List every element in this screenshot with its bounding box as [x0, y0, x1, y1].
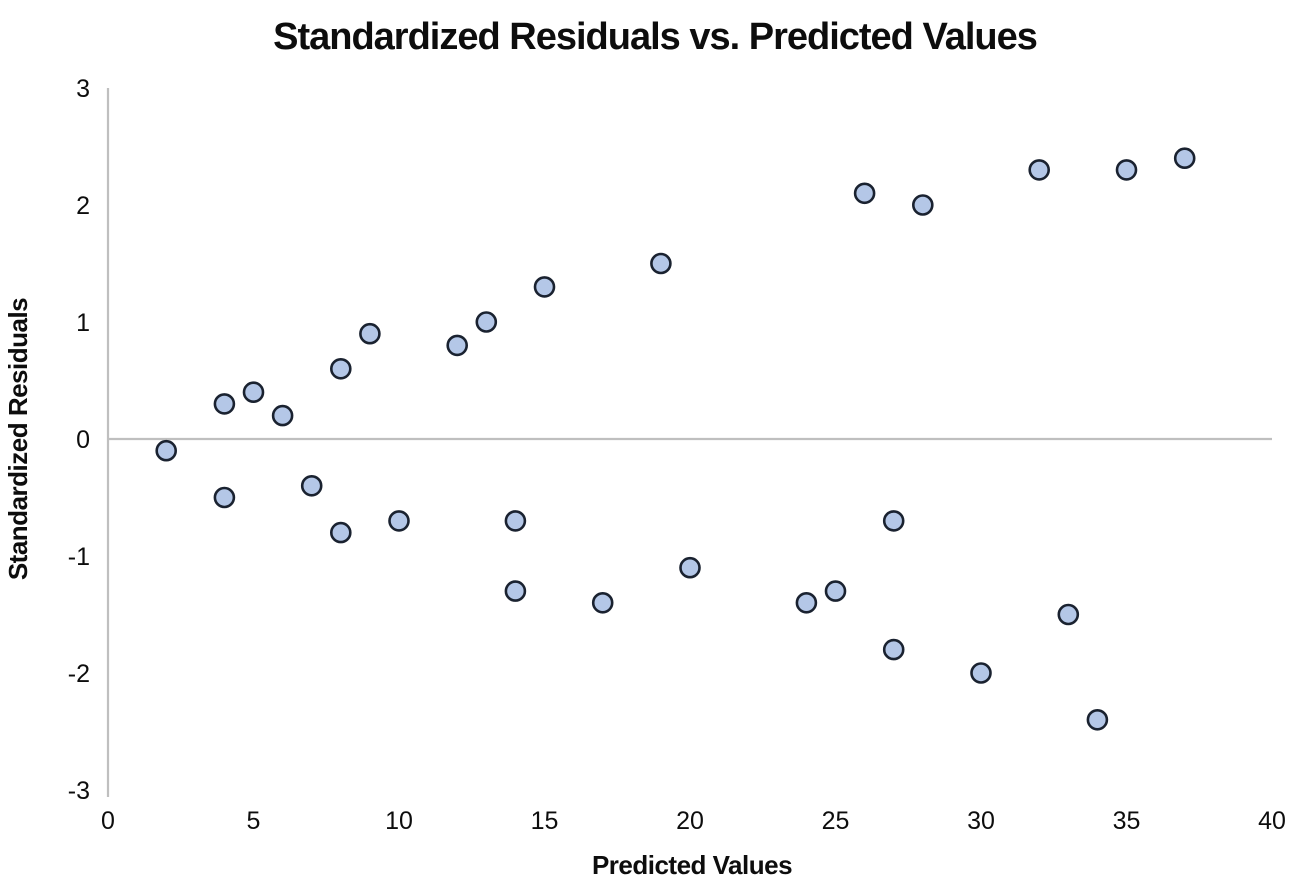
y-axis-title: Standardized Residuals [3, 298, 33, 580]
y-tick-label: -1 [68, 543, 90, 571]
data-point [591, 591, 614, 614]
data-point [970, 662, 992, 684]
chart-title: Standardized Residuals vs. Predicted Val… [273, 16, 1037, 58]
x-tick-label: 35 [1113, 807, 1141, 835]
data-point [795, 591, 818, 614]
x-tick-label: 30 [967, 807, 995, 835]
data-point [1115, 159, 1138, 181]
data-point [679, 556, 701, 579]
y-tick-label: 3 [76, 75, 90, 103]
data-point [271, 404, 294, 427]
data-point [533, 276, 556, 298]
data-point [446, 334, 469, 357]
data-point [1028, 159, 1050, 181]
data-point [329, 357, 352, 380]
data-point [475, 311, 498, 333]
x-tick-label: 5 [247, 807, 261, 835]
data-point [155, 439, 177, 462]
data-points [155, 147, 1196, 731]
data-point [1086, 708, 1109, 731]
data-point [359, 322, 381, 345]
x-tick-label: 20 [676, 807, 704, 835]
y-tick-label: 0 [76, 426, 90, 454]
y-axis-tick-labels: 3 2 1 0 -1 -2 -3 [68, 75, 90, 805]
x-tick-label: 10 [385, 807, 413, 835]
y-tick-label: -2 [68, 660, 90, 688]
data-point [213, 393, 236, 415]
x-tick-label: 40 [1258, 807, 1286, 835]
data-point [824, 580, 847, 602]
data-point [388, 510, 410, 532]
y-tick-label: -3 [68, 777, 90, 805]
y-tick-label: 2 [76, 192, 90, 220]
data-point [213, 486, 236, 509]
data-point [300, 474, 323, 497]
data-point [650, 252, 672, 275]
x-axis-title: Predicted Values [592, 850, 792, 880]
data-point [329, 521, 352, 544]
y-tick-label: 1 [76, 309, 90, 337]
data-point [504, 510, 527, 532]
x-tick-label: 15 [531, 807, 559, 835]
x-axis-tick-labels: 0 5 10 15 20 25 30 35 40 [101, 807, 1286, 835]
data-point [853, 182, 876, 205]
x-tick-label: 25 [822, 807, 850, 835]
data-point [242, 381, 265, 404]
data-point [504, 580, 527, 602]
data-point [1173, 147, 1196, 169]
data-point [911, 194, 934, 216]
x-tick-label: 0 [101, 807, 115, 835]
data-point [882, 510, 905, 532]
data-point [1057, 603, 1080, 626]
data-point [882, 638, 905, 661]
